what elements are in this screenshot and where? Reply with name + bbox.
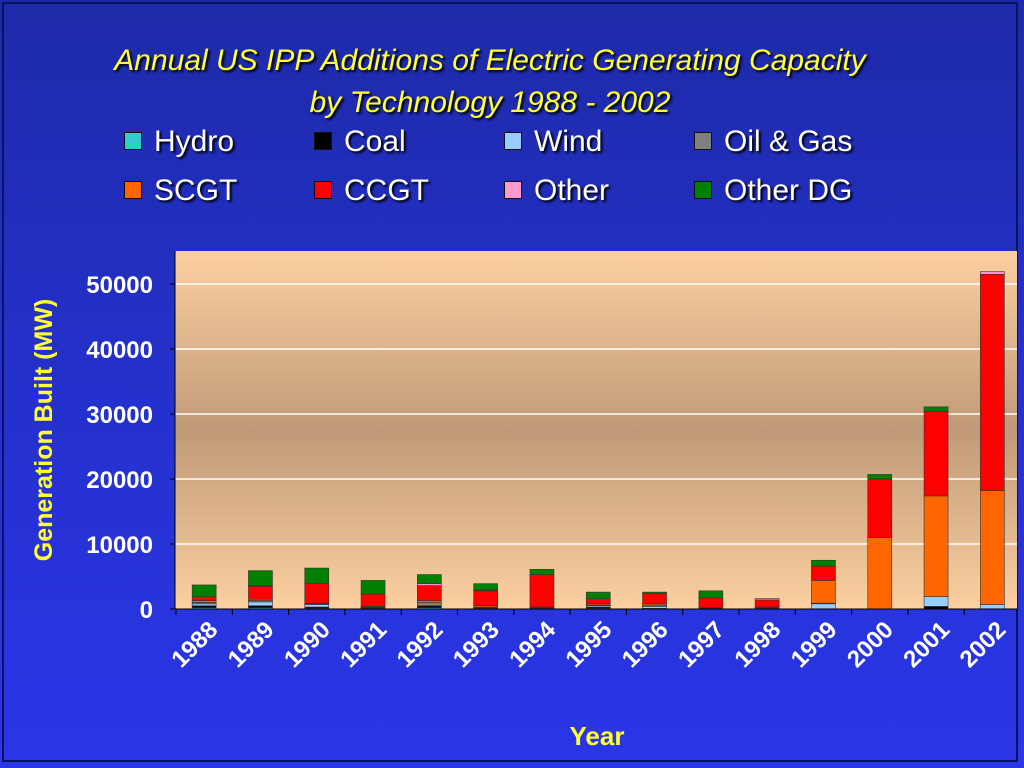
bar-segment-wind-2001: [923, 596, 949, 607]
bar-segment-other-2002: [980, 271, 1005, 275]
legend-swatch: [314, 181, 332, 199]
x-tick-label: 2002: [955, 616, 1012, 673]
legend-label: Oil & Gas: [724, 125, 853, 158]
bar-segment-ccgt-1997: [698, 597, 724, 609]
x-tick-label: 1993: [448, 616, 505, 673]
legend-swatch: [694, 132, 712, 150]
bar-segment-wind-1990: [304, 604, 330, 608]
bar-segment-wind-1999: [811, 603, 836, 610]
legend-label: Other: [534, 174, 610, 207]
x-tick-label: 1997: [673, 616, 730, 673]
bar-segment-other-dg-1997: [698, 590, 724, 599]
bar-segment-other-dg-1988: [191, 584, 217, 597]
bar-segment-other-dg-1992: [417, 574, 442, 584]
x-tick-label: 1991: [335, 616, 392, 673]
bar-segment-scgt-2001: [923, 495, 949, 597]
y-tick-label: 10000: [86, 532, 153, 559]
y-tick-label: 40000: [86, 337, 153, 364]
x-tick-label: 1992: [392, 616, 449, 673]
chart-title-line2: by Technology 1988 - 2002: [309, 86, 671, 119]
bar-segment-other-dg-1994: [529, 569, 555, 575]
x-axis-label: Year: [570, 721, 625, 751]
bar-segment-ccgt-1995: [585, 598, 611, 605]
x-tick-label: 2001: [898, 616, 955, 673]
bar-segment-ccgt-1988: [191, 596, 217, 601]
bar-segment-scgt-2002: [980, 490, 1005, 605]
bars: [191, 271, 1005, 610]
bar-segment-other-dg-1996: [642, 591, 667, 594]
x-tick-label: 1988: [166, 616, 223, 673]
bar-segment-wind-1989: [248, 601, 273, 607]
y-tick-label: 30000: [86, 402, 153, 429]
x-tick-label: 1998: [729, 616, 786, 673]
y-tick-label: 50000: [86, 272, 153, 299]
bar-segment-ccgt-1998: [754, 599, 780, 608]
y-tick-label: 0: [140, 597, 153, 624]
bar-segment-ccgt-1990: [304, 583, 330, 604]
legend-label: SCGT: [154, 174, 238, 207]
bar-segment-ccgt-1999: [811, 565, 836, 581]
bar-segment-ccgt-1996: [642, 593, 667, 605]
chart-title-line1: Annual US IPP Additions of Electric Gene…: [114, 44, 866, 77]
bar-segment-other-dg-1993: [473, 583, 498, 591]
x-tick-label: 1990: [279, 616, 336, 673]
x-tick-label: 1999: [786, 616, 843, 673]
bar-segment-scgt-2000: [867, 537, 893, 610]
bar-segment-other-dg-1989: [248, 570, 273, 586]
bar-segment-ccgt-1993: [473, 590, 498, 607]
bar-segment-other-dg-1999: [811, 559, 836, 567]
x-tick-label: 1994: [504, 616, 561, 673]
bar-segment-ccgt-2001: [923, 411, 949, 497]
bar-segment-other-1998: [754, 598, 780, 601]
bar-segment-other-dg-2000: [867, 474, 893, 480]
bar-segment-other-dg-1995: [585, 591, 611, 599]
x-tick-labels: 1988 1989 1990 1991 1992 1993 1994 1995 1996 1997…: [166, 609, 1011, 673]
legend-swatch: [124, 181, 142, 199]
y-axis-label: Generation Built (MW): [30, 299, 58, 561]
y-tick-labels: 0 10000 20000 30000 40000 50000: [86, 272, 175, 624]
bar-segment-ccgt-1992: [417, 585, 442, 601]
bar-segment-ccgt-1994: [529, 574, 555, 608]
y-tick-label: 20000: [86, 467, 153, 494]
x-tick-label: 1989: [223, 616, 280, 673]
bar-segment-wind-2002: [980, 604, 1005, 610]
legend-swatch: [694, 181, 712, 199]
x-tick-label: 1996: [617, 616, 674, 673]
legend-swatch: [314, 132, 332, 150]
bar-segment-other-dg-1991: [360, 580, 386, 595]
legend-label: Coal: [344, 125, 406, 158]
legend-label: Other DG: [724, 174, 853, 207]
x-tick-label: 2000: [842, 616, 899, 673]
bar-segment-scgt-1999: [811, 580, 836, 604]
bar-segment-ccgt-1991: [360, 593, 386, 607]
x-tick-label: 1995: [561, 616, 618, 673]
legend-label: Hydro: [154, 125, 235, 158]
legend-label: CCGT: [344, 174, 429, 207]
bar-segment-ccgt-1989: [248, 585, 273, 600]
bar-segment-ccgt-2000: [867, 478, 893, 538]
bar-segment-oil-gas-1992: [417, 602, 442, 607]
bar-segment-ccgt-2002: [980, 273, 1005, 491]
legend-label: Wind: [534, 125, 603, 158]
bar-segment-other-dg-2001: [923, 406, 949, 412]
bar-segment-other-dg-1990: [304, 567, 330, 584]
legend-swatch: [504, 181, 522, 199]
legend-swatch: [124, 132, 142, 150]
legend-swatch: [504, 132, 522, 150]
